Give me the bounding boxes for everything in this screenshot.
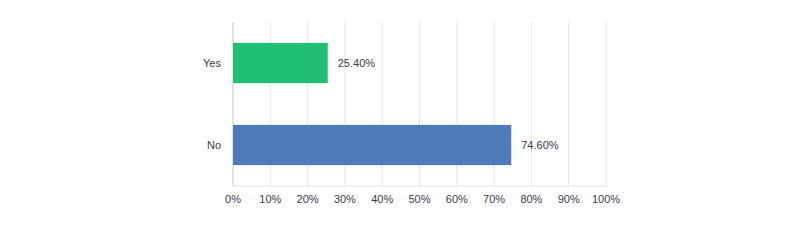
bar [233,43,328,83]
axis-line [233,186,606,187]
tick-label: 0% [225,193,241,205]
data-label: 25.40% [338,57,376,69]
bar [233,125,511,165]
tick-label: 60% [446,193,468,205]
tick-label: 100% [592,193,620,205]
tick-label: 90% [558,193,580,205]
grid [233,22,606,186]
tick-label: 10% [259,193,281,205]
tick-label: 40% [371,193,393,205]
x-axis: 0% 10% 20% 30% 40% 50% 60% 70% 80% 90% 100% [225,186,620,205]
chart-svg: 0% 10% 20% 30% 40% 50% 60% 70% 80% 90% 100% Yes 25.4… [0,0,800,227]
labels: Yes 25.40% No 74.60% [203,57,559,151]
category-label: No [207,139,221,151]
grid-line [606,22,607,186]
tick-label: 80% [520,193,542,205]
tick-label: 20% [297,193,319,205]
chart-container: 0% 10% 20% 30% 40% 50% 60% 70% 80% 90% 100% Yes 25.4… [0,0,800,227]
tick-label: 30% [334,193,356,205]
grid-line [531,22,532,186]
tick-label: 70% [483,193,505,205]
grid-line [568,22,569,186]
bars [233,43,511,165]
category-label: Yes [203,57,221,69]
tick-label: 50% [408,193,430,205]
data-label: 74.60% [521,139,559,151]
